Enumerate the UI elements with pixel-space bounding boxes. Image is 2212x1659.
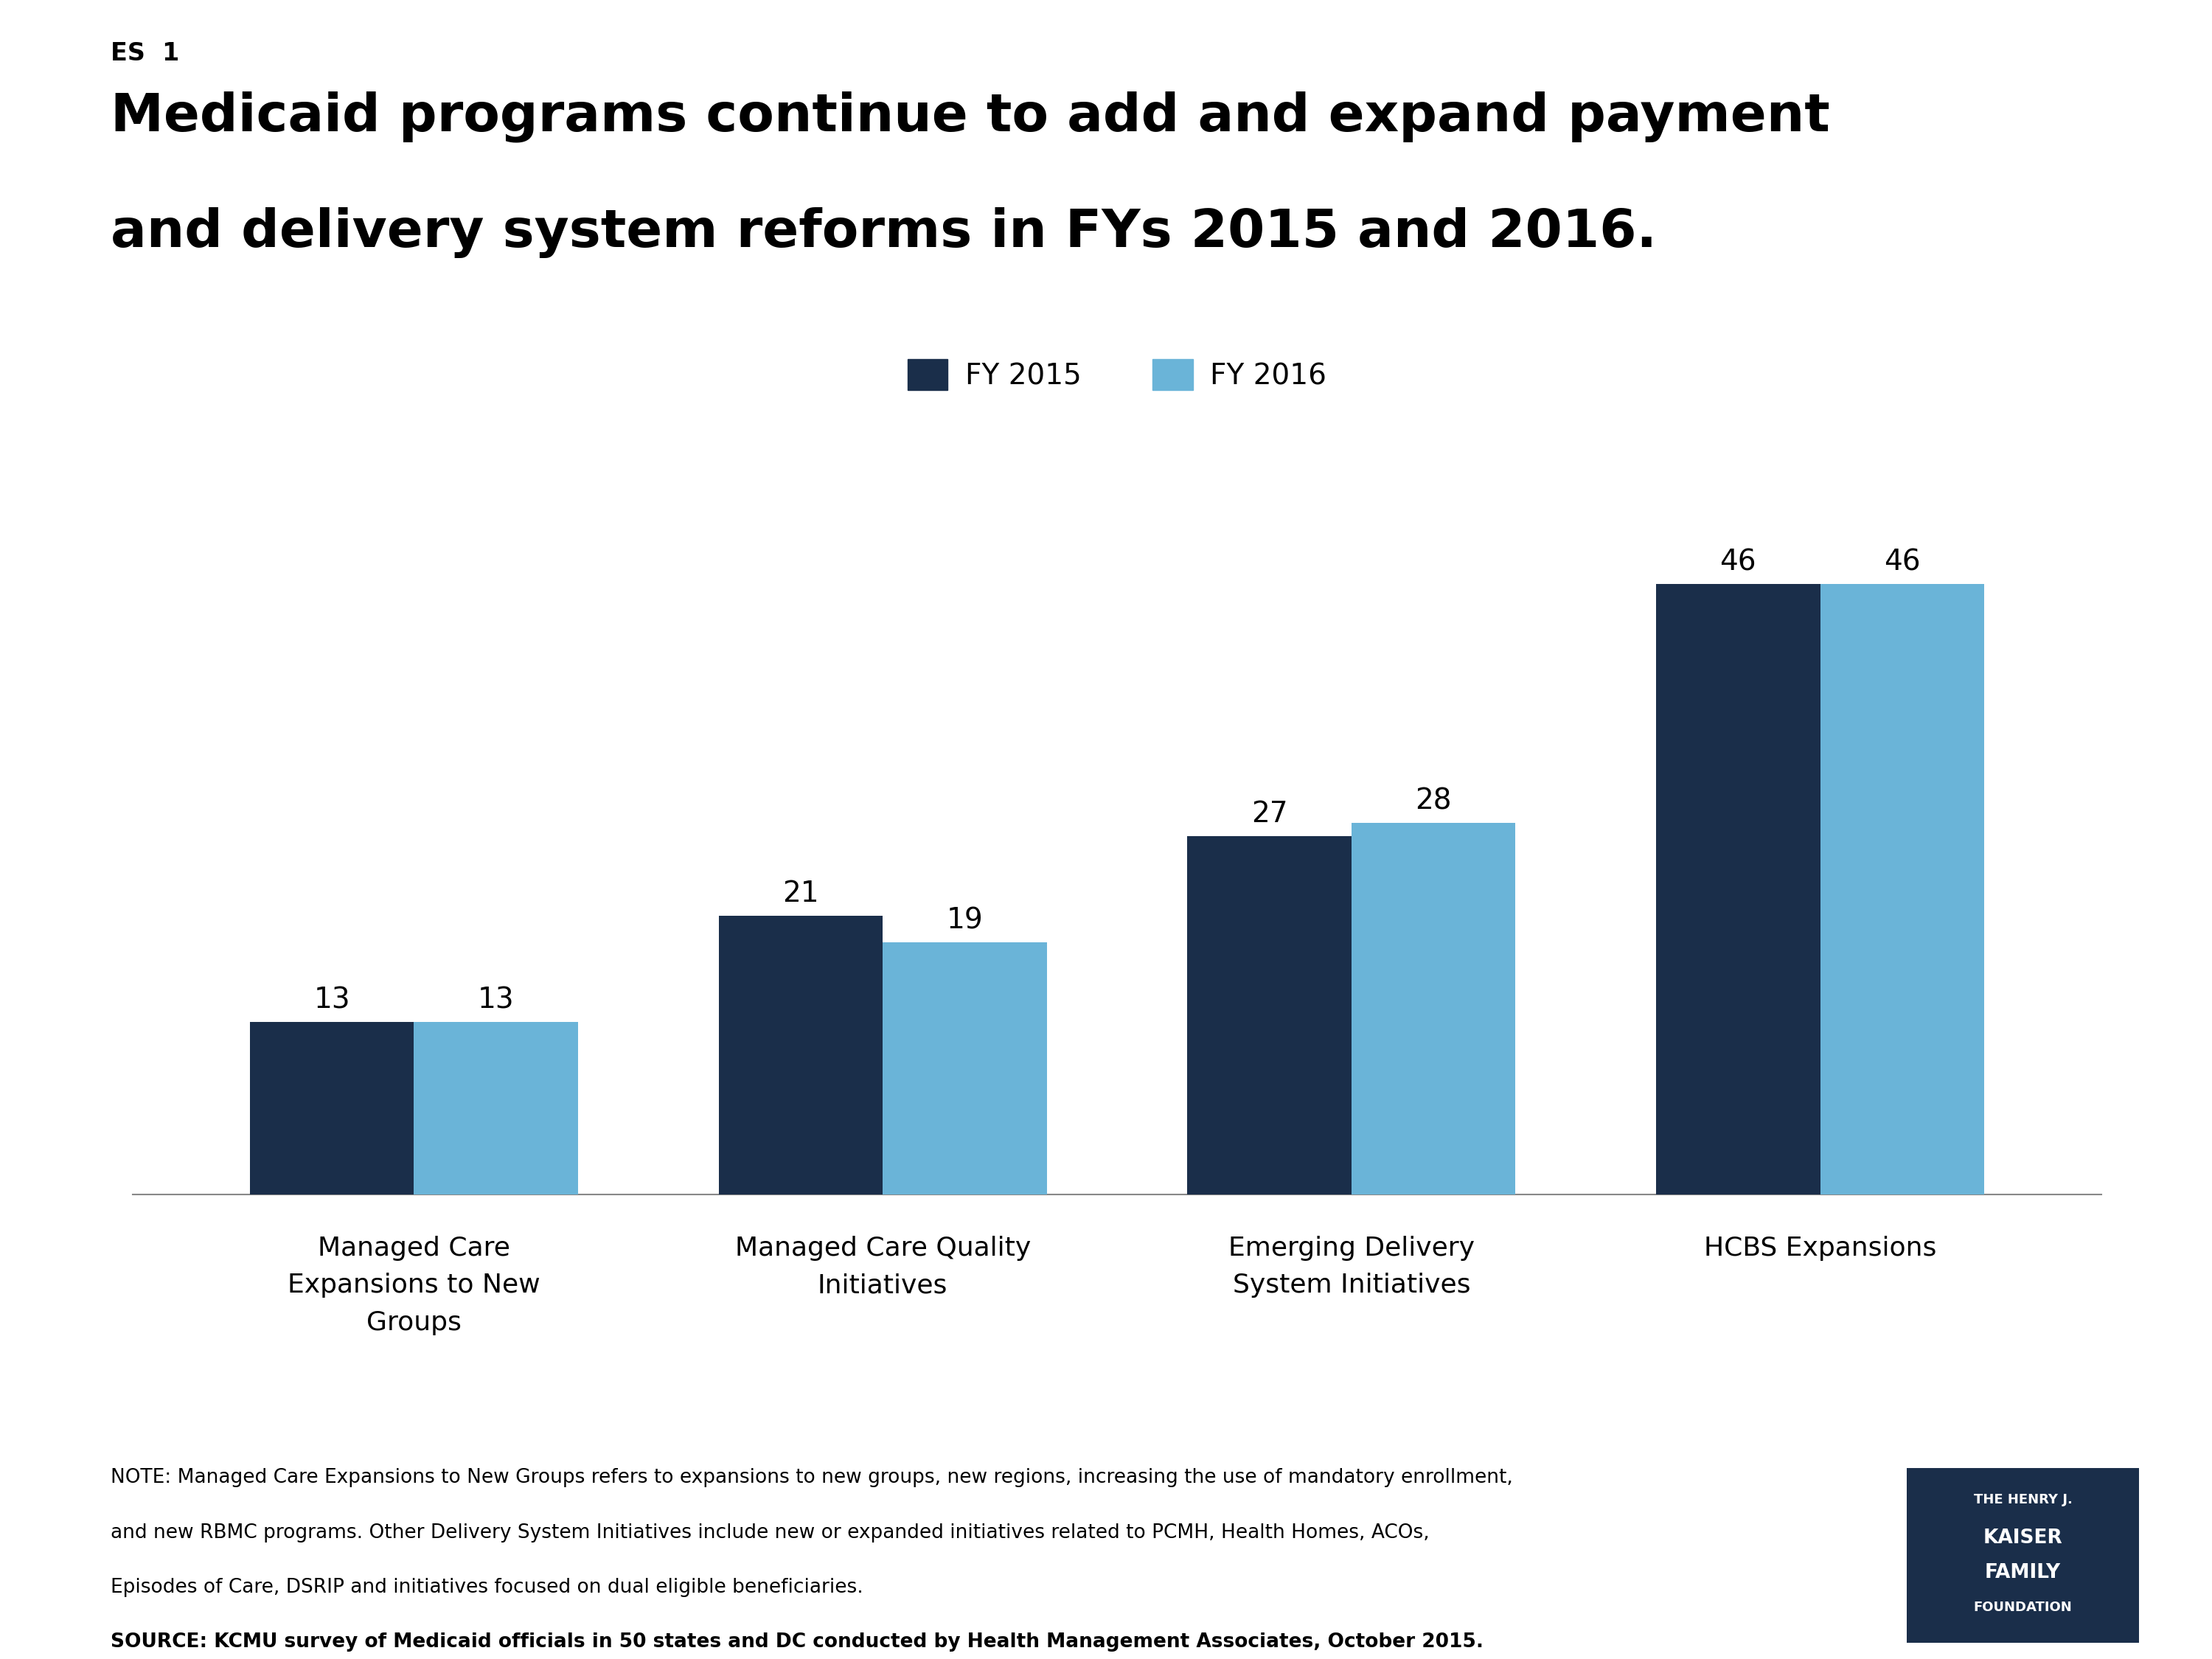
Text: HCBS Expansions: HCBS Expansions: [1703, 1236, 1935, 1261]
Bar: [883, 942, 1046, 1194]
Bar: [719, 916, 883, 1194]
Bar: [1657, 584, 1820, 1194]
Bar: [1352, 823, 1515, 1194]
Text: ES  1: ES 1: [111, 41, 179, 66]
Text: and new RBMC programs. Other Delivery System Initiatives include new or expanded: and new RBMC programs. Other Delivery Sy…: [111, 1523, 1429, 1543]
Text: 28: 28: [1416, 786, 1451, 815]
Text: NOTE: Managed Care Expansions to New Groups refers to expansions to new groups, : NOTE: Managed Care Expansions to New Gro…: [111, 1468, 1513, 1488]
Legend: FY 2015, FY 2016: FY 2015, FY 2016: [896, 347, 1338, 401]
Text: Managed Care Quality
Initiatives: Managed Care Quality Initiatives: [734, 1236, 1031, 1297]
Text: Medicaid programs continue to add and expand payment: Medicaid programs continue to add and ex…: [111, 91, 1829, 143]
Text: 46: 46: [1885, 547, 1920, 576]
Text: 13: 13: [478, 985, 513, 1014]
Bar: [1188, 836, 1352, 1194]
Text: THE HENRY J.: THE HENRY J.: [1973, 1493, 2073, 1506]
Text: 19: 19: [947, 906, 982, 934]
Text: Managed Care
Expansions to New
Groups: Managed Care Expansions to New Groups: [288, 1236, 540, 1335]
Text: 46: 46: [1721, 547, 1756, 576]
Text: 21: 21: [783, 879, 818, 907]
Text: FAMILY: FAMILY: [1984, 1563, 2062, 1583]
Text: Episodes of Care, DSRIP and initiatives focused on dual eligible beneficiaries.: Episodes of Care, DSRIP and initiatives …: [111, 1578, 863, 1598]
Text: SOURCE: KCMU survey of Medicaid officials in 50 states and DC conducted by Healt: SOURCE: KCMU survey of Medicaid official…: [111, 1632, 1484, 1652]
Bar: [1820, 584, 1984, 1194]
Text: Emerging Delivery
System Initiatives: Emerging Delivery System Initiatives: [1228, 1236, 1475, 1297]
Text: KAISER: KAISER: [1984, 1528, 2062, 1548]
Text: 27: 27: [1252, 800, 1287, 828]
Bar: [414, 1022, 577, 1194]
Text: and delivery system reforms in FYs 2015 and 2016.: and delivery system reforms in FYs 2015 …: [111, 207, 1657, 259]
Text: FOUNDATION: FOUNDATION: [1973, 1601, 2073, 1614]
Text: 13: 13: [314, 985, 349, 1014]
Bar: [250, 1022, 414, 1194]
